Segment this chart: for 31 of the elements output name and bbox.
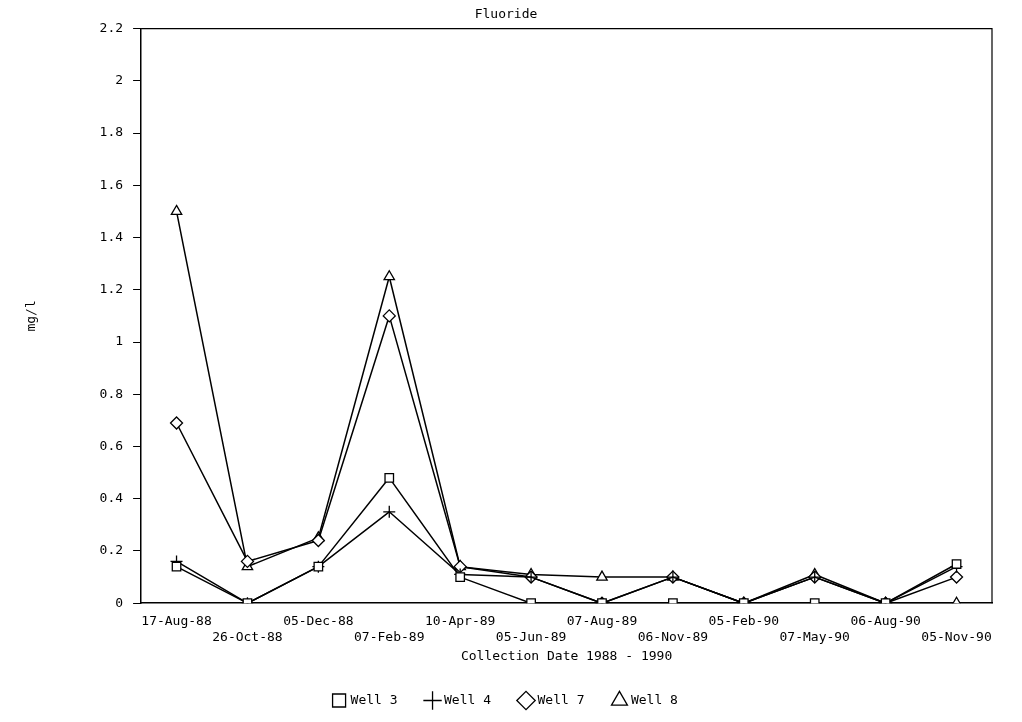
y-tick-label: 1.2	[99, 281, 124, 297]
legend-label: Well 8	[630, 691, 678, 707]
legend-label: Well 4	[444, 691, 492, 707]
x-tick-label: 06-Nov-89	[637, 628, 709, 644]
x-tick-label: 05-Jun-89	[495, 628, 567, 644]
x-tick-label: 05-Dec-88	[283, 613, 354, 629]
x-tick-label: 07-Aug-89	[566, 613, 638, 629]
x-tick-label: 05-Feb-90	[708, 613, 780, 629]
x-tick-label: 06-Aug-90	[850, 613, 921, 629]
x-tick-label: 26-Oct-88	[212, 628, 283, 644]
x-tick-label: 07-May-90	[779, 628, 850, 644]
y-tick-label: 0.8	[99, 385, 124, 401]
y-tick-label: 0.4	[99, 490, 124, 506]
y-tick-label: 0.6	[99, 437, 124, 453]
x-tick-label: 10-Apr-89	[424, 613, 496, 629]
y-tick-label: 1.4	[99, 228, 124, 244]
y-tick-label: 1.8	[99, 124, 124, 140]
y-tick-label: 1	[115, 333, 124, 349]
chart-title: Fluoride	[474, 6, 538, 22]
x-tick-label: 07-Feb-89	[354, 628, 425, 644]
x-tick-label: 17-Aug-88	[141, 613, 212, 629]
y-tick-label: 2.2	[99, 19, 124, 35]
y-tick-label: 0.2	[99, 542, 124, 558]
legend-label: Well 7	[537, 691, 585, 707]
legend-label: Well 3	[350, 691, 398, 707]
x-axis-title: Collection Date 1988 - 1990	[460, 647, 673, 663]
y-tick-label: 1.6	[99, 176, 124, 192]
y-tick-label: 2	[115, 72, 124, 88]
x-tick-label: 05-Nov-90	[921, 628, 992, 644]
y-axis-title: mg/l	[23, 300, 39, 332]
y-tick-label: 0	[115, 594, 124, 610]
